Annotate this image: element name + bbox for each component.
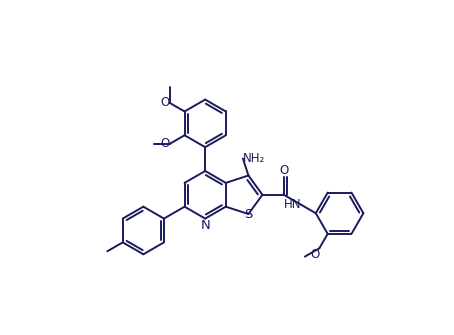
Text: O: O [310,248,319,261]
Text: N: N [200,218,210,231]
Text: O: O [160,96,170,110]
Text: O: O [160,137,170,150]
Text: S: S [244,207,252,220]
Text: HN: HN [284,198,301,211]
Text: NH₂: NH₂ [243,152,265,165]
Text: O: O [279,164,288,177]
